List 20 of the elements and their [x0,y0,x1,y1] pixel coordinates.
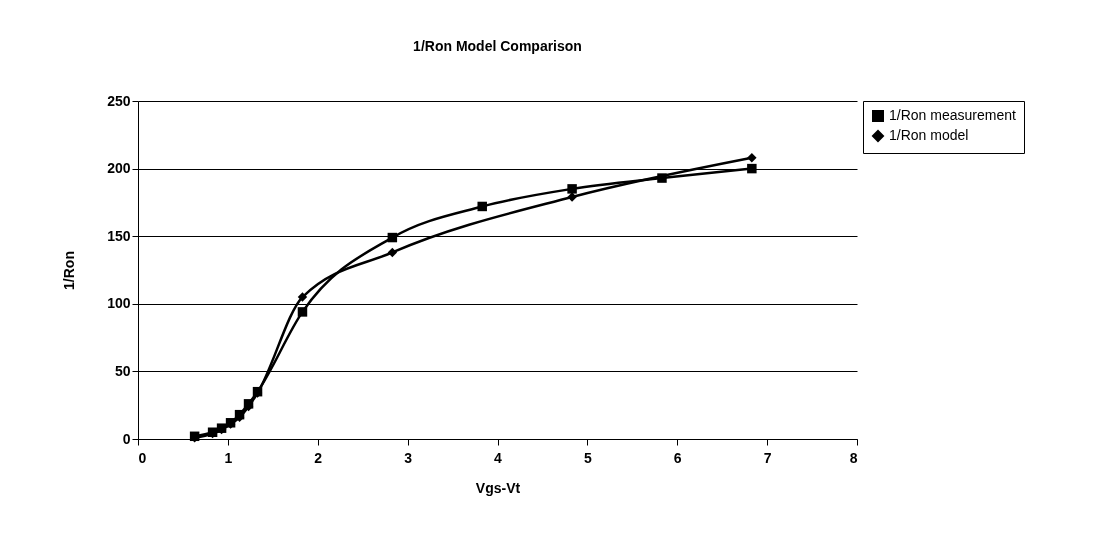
legend-label: 1/Ron measurement [889,107,1016,123]
y-tick-label: 250 [107,92,131,109]
x-tick-label: 3 [404,449,413,466]
y-tick-label: 150 [107,227,131,244]
y-tick-label: 50 [114,362,131,379]
x-tick-label: 2 [314,449,323,466]
x-axis-title: Vgs-Vt [475,479,521,496]
y-axis-title: 1/Ron [61,251,78,290]
x-tick-label: 1 [224,449,233,466]
y-tick-label: 100 [107,295,131,312]
x-tick-label: 0 [138,449,147,466]
x-tick-label: 8 [849,449,858,466]
y-tick-label: 200 [107,160,131,177]
x-tick-label: 6 [673,449,682,466]
x-tick-label: 4 [494,449,503,466]
x-tick-label: 7 [763,449,772,466]
legend-label: 1/Ron model [889,127,969,143]
x-tick-label: 5 [583,449,592,466]
y-tick-label: 0 [122,430,131,447]
chart-title: 1/Ron Model Comparison [413,38,582,54]
